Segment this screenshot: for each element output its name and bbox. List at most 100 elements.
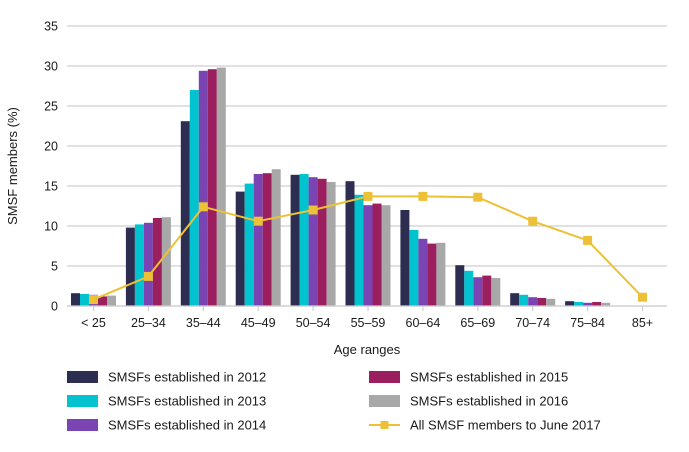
bar-group xyxy=(455,265,501,306)
bar xyxy=(381,205,391,306)
bar xyxy=(189,90,199,306)
bar xyxy=(317,178,327,306)
bar-group xyxy=(565,301,611,306)
x-tick-label: 35–44 xyxy=(186,316,221,330)
bar xyxy=(235,191,245,306)
legend-swatch xyxy=(67,419,98,431)
bar xyxy=(80,294,89,306)
bar xyxy=(491,278,501,306)
bar xyxy=(565,301,575,306)
legend-item: SMSFs established in 2015 xyxy=(369,370,568,385)
line-marker xyxy=(418,191,428,201)
legend-label: SMSFs established in 2013 xyxy=(108,394,266,409)
bar-group xyxy=(290,174,336,306)
bar xyxy=(143,222,153,306)
bar xyxy=(537,298,547,306)
bar xyxy=(107,295,116,306)
legend-label: SMSFs established in 2016 xyxy=(410,394,568,409)
bar xyxy=(409,230,419,306)
legend-item: SMSFs established in 2016 xyxy=(369,394,568,409)
line-marker xyxy=(143,271,153,281)
x-tick-label: < 25 xyxy=(81,316,106,330)
y-tick-label: 25 xyxy=(44,100,58,114)
bar xyxy=(71,293,80,306)
legend-item: SMSFs established in 2013 xyxy=(67,394,266,409)
bar xyxy=(134,224,144,306)
bar xyxy=(253,174,263,306)
bar xyxy=(152,218,162,306)
line-series xyxy=(89,191,647,305)
line-marker xyxy=(308,205,318,215)
bar xyxy=(262,173,272,306)
x-tick-label: 70–74 xyxy=(515,316,550,330)
bar xyxy=(363,205,373,306)
line-marker xyxy=(253,216,263,226)
y-tick-label: 20 xyxy=(44,140,58,154)
bar xyxy=(601,302,611,306)
bar-group xyxy=(345,181,391,306)
bar xyxy=(125,227,135,306)
bar xyxy=(510,293,520,306)
bar-group xyxy=(400,210,446,306)
x-tick-label: 45–49 xyxy=(241,316,276,330)
bar xyxy=(519,294,529,306)
legend-item: SMSFs established in 2014 xyxy=(67,418,266,433)
line-marker xyxy=(198,202,208,212)
bar-group xyxy=(510,293,556,306)
line-marker xyxy=(363,191,373,201)
bar xyxy=(546,298,556,306)
bar xyxy=(326,182,336,306)
line-marker xyxy=(89,295,98,305)
bar xyxy=(464,270,474,306)
y-tick-label: 35 xyxy=(44,20,58,34)
legend-swatch xyxy=(67,371,98,383)
legend-swatch xyxy=(369,395,400,407)
line-marker xyxy=(638,292,647,302)
x-axis-ticks: < 25 25–34 35–44 45–49 50–54 55–59 60–64 65–69 7… xyxy=(67,305,667,330)
x-tick-label: 25–34 xyxy=(131,316,166,330)
x-tick-label: 75–84 xyxy=(570,316,605,330)
bar xyxy=(271,169,281,306)
y-tick-label: 15 xyxy=(44,180,58,194)
bar xyxy=(400,210,410,306)
bar xyxy=(372,203,382,306)
bar xyxy=(427,243,437,306)
bar xyxy=(299,174,309,306)
x-tick-label: 60–64 xyxy=(406,316,441,330)
legend-item: All SMSF members to June 2017 xyxy=(369,418,601,433)
bar xyxy=(207,69,217,306)
bar xyxy=(482,275,492,306)
y-axis-ticks: 0 5 10 15 20 25 30 35 xyxy=(44,20,58,314)
legend-marker xyxy=(380,421,389,429)
bar xyxy=(583,302,593,306)
legend-swatch xyxy=(369,371,400,383)
y-tick-label: 5 xyxy=(51,260,58,274)
legend-label: SMSFs established in 2015 xyxy=(410,370,568,385)
bar-group xyxy=(235,169,281,306)
y-tick-label: 0 xyxy=(51,300,58,314)
bar xyxy=(592,302,602,306)
bar xyxy=(455,265,465,306)
x-tick-label: 55–59 xyxy=(351,316,386,330)
x-tick-label: 50–54 xyxy=(296,316,331,330)
bar xyxy=(528,297,538,306)
x-tick-label: 65–69 xyxy=(460,316,495,330)
legend-label: SMSFs established in 2012 xyxy=(108,370,266,385)
x-axis-title: Age ranges xyxy=(334,342,401,357)
bar xyxy=(244,183,254,306)
line-marker xyxy=(528,216,538,226)
x-tick-label: 85+ xyxy=(632,316,653,330)
y-tick-label: 30 xyxy=(44,60,58,74)
bar xyxy=(198,70,208,306)
bar xyxy=(98,296,107,306)
bar xyxy=(216,67,226,306)
bar xyxy=(418,238,428,306)
bar xyxy=(308,177,318,306)
bar xyxy=(473,277,483,306)
bar-group xyxy=(125,217,171,306)
bar xyxy=(574,302,584,306)
bar xyxy=(345,181,355,306)
legend: SMSFs established in 2012 SMSFs establish… xyxy=(67,370,601,433)
legend-label: SMSFs established in 2014 xyxy=(108,418,266,433)
